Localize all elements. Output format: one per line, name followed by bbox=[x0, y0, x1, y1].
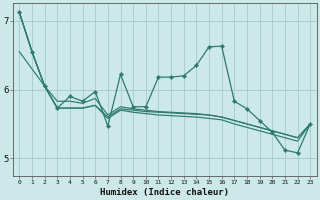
X-axis label: Humidex (Indice chaleur): Humidex (Indice chaleur) bbox=[100, 188, 229, 197]
